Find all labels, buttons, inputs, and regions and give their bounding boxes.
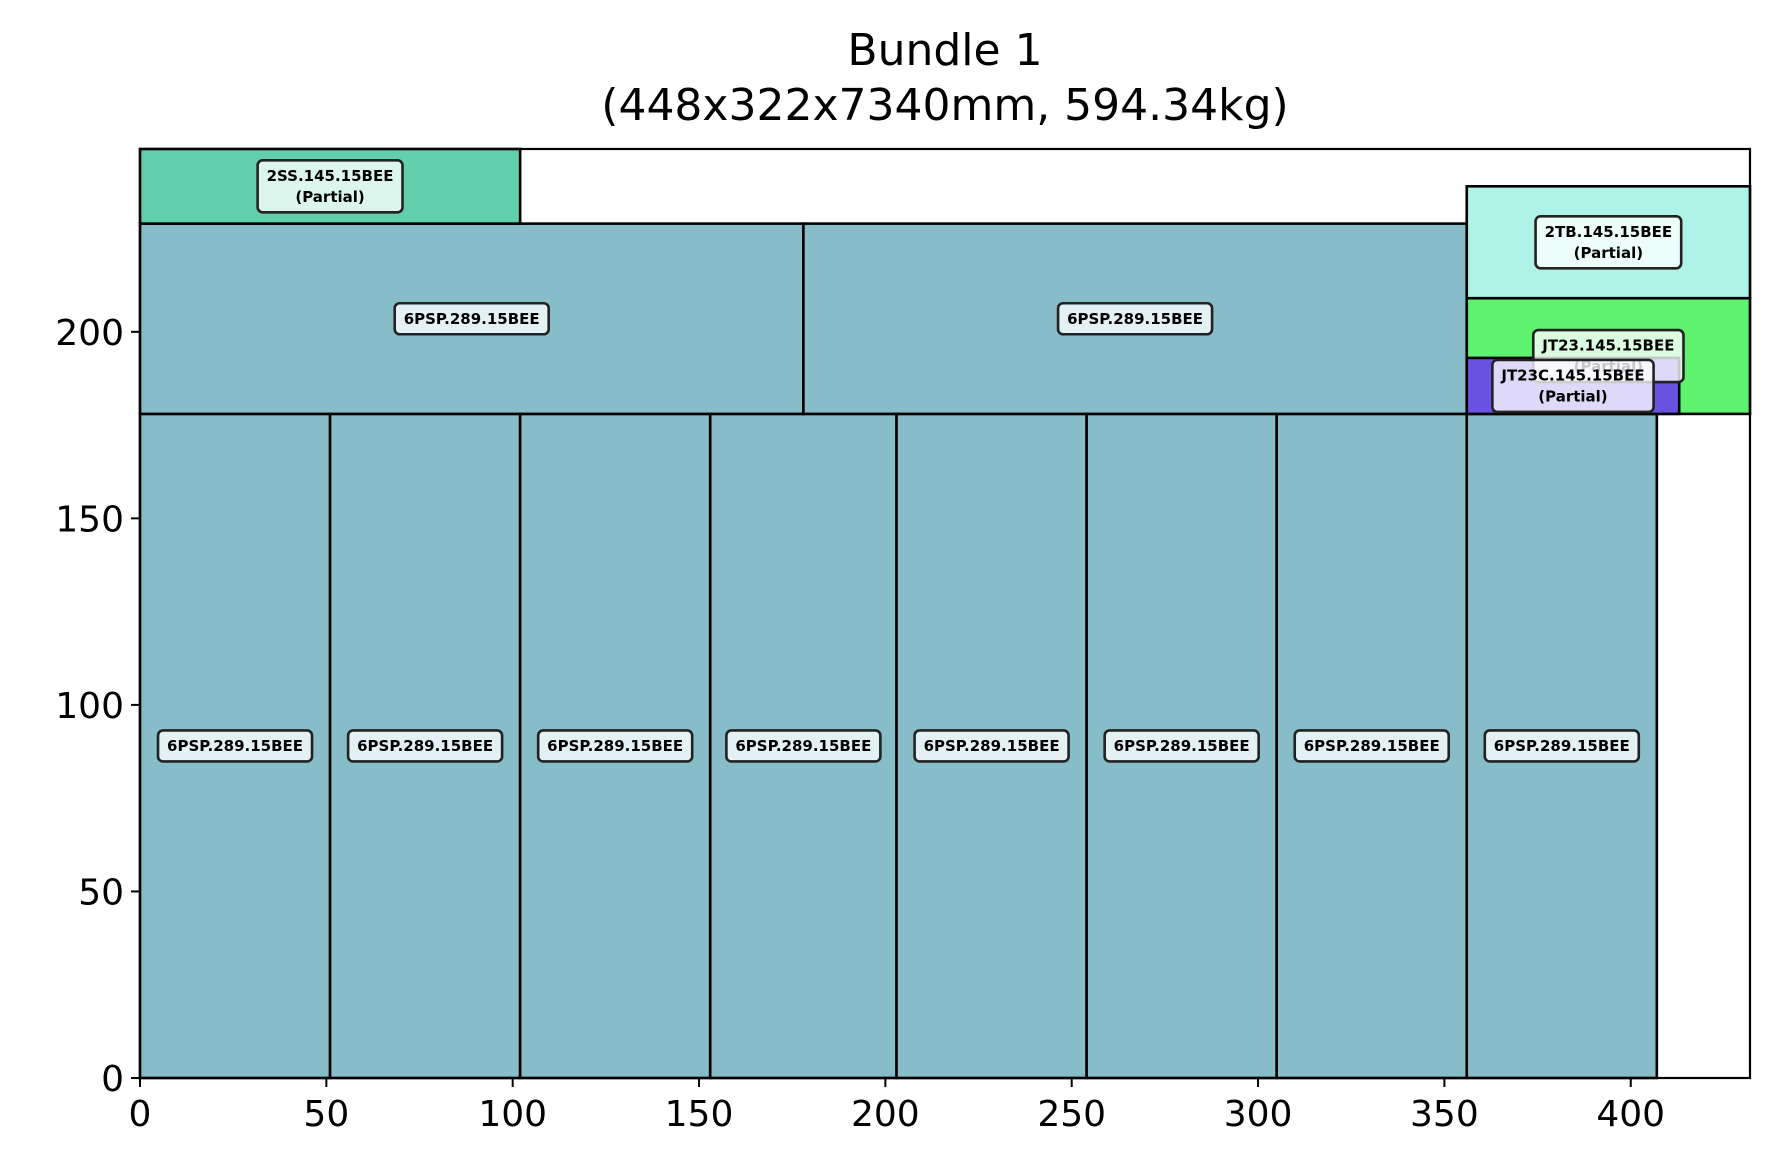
piece-label-box bbox=[1103, 729, 1260, 763]
piece-label-box bbox=[536, 729, 694, 763]
piece-label: 6PSP.289.15BEE bbox=[1103, 729, 1260, 763]
piece-label-text: 6PSP.289.15BEE bbox=[735, 737, 871, 755]
x-tick-label: 200 bbox=[851, 1094, 920, 1135]
piece-label-text: JT23C.145.15BEE bbox=[1500, 366, 1644, 384]
labels-layer: 6PSP.289.15BEE 6PSP.289.15BEE 6PSP.289.15B… bbox=[156, 159, 1685, 763]
piece-label-text: 6PSP.289.15BEE bbox=[547, 737, 683, 755]
plot-frame bbox=[138, 147, 1752, 1080]
piece-label-text: 6PSP.289.15BEE bbox=[1067, 310, 1203, 328]
x-tick-label: 350 bbox=[1410, 1094, 1479, 1135]
x-tick-label: 400 bbox=[1596, 1094, 1665, 1135]
piece-label: 6PSP.289.15BEE bbox=[1056, 301, 1214, 336]
piece-label-box bbox=[346, 729, 504, 763]
piece-label-box bbox=[913, 729, 1070, 763]
piece-label-box bbox=[725, 729, 882, 763]
piece-label-box bbox=[1056, 301, 1214, 336]
pieces-layer bbox=[138, 147, 1752, 1080]
piece-label-box bbox=[1491, 358, 1655, 414]
piece-label-box bbox=[156, 729, 314, 763]
piece-label-subtext: (Partial) bbox=[1574, 244, 1643, 262]
y-tick-label: 0 bbox=[101, 1059, 124, 1100]
piece-label-text: 6PSP.289.15BEE bbox=[167, 737, 303, 755]
piece-label-text: 2TB.145.15BEE bbox=[1545, 223, 1673, 241]
x-axis: 0 50 100 150 200 250 300 350 400 bbox=[129, 1078, 1665, 1135]
y-tick-label: 200 bbox=[55, 313, 124, 354]
piece-label: 2TB.145.15BEE (Partial) bbox=[1534, 214, 1683, 270]
piece-label: 6PSP.289.15BEE bbox=[725, 729, 882, 763]
y-tick-label: 100 bbox=[55, 686, 124, 727]
y-axis: 0 50 100 150 200 bbox=[55, 313, 140, 1100]
chart-title: Bundle 1 bbox=[847, 25, 1042, 76]
x-tick-label: 250 bbox=[1037, 1094, 1106, 1135]
piece-label-box bbox=[1293, 729, 1451, 763]
piece-label: 6PSP.289.15BEE bbox=[156, 729, 314, 763]
x-tick-label: 50 bbox=[303, 1094, 349, 1135]
piece-label: 6PSP.289.15BEE bbox=[536, 729, 694, 763]
piece-label: 6PSP.289.15BEE bbox=[913, 729, 1070, 763]
piece-label-box bbox=[393, 301, 550, 336]
chart-subtitle: (448x322x7340mm, 594.34kg) bbox=[601, 80, 1288, 131]
piece-label-subtext: (Partial) bbox=[295, 188, 364, 206]
piece-label-text: 6PSP.289.15BEE bbox=[1304, 737, 1440, 755]
piece-label: 6PSP.289.15BEE bbox=[1483, 729, 1641, 763]
y-tick-label: 150 bbox=[55, 499, 124, 540]
piece-label: JT23C.145.15BEE (Partial) bbox=[1491, 358, 1655, 414]
piece-label-text: 2SS.145.15BEE bbox=[267, 167, 394, 185]
piece-label-text: 6PSP.289.15BEE bbox=[924, 737, 1060, 755]
piece-label: 2SS.145.15BEE (Partial) bbox=[256, 159, 404, 214]
piece-label-box bbox=[1483, 729, 1641, 763]
x-tick-label: 100 bbox=[478, 1094, 547, 1135]
piece-label-text: 6PSP.289.15BEE bbox=[1114, 737, 1250, 755]
piece-label: 6PSP.289.15BEE bbox=[393, 301, 550, 336]
piece-label-text: JT23.145.15BEE bbox=[1541, 337, 1674, 355]
piece-label-subtext: (Partial) bbox=[1538, 387, 1607, 405]
piece-label-text: 6PSP.289.15BEE bbox=[357, 737, 493, 755]
y-tick-label: 50 bbox=[78, 872, 124, 913]
x-tick-label: 150 bbox=[665, 1094, 734, 1135]
x-tick-label: 0 bbox=[129, 1094, 152, 1135]
piece-label-text: 6PSP.289.15BEE bbox=[404, 310, 540, 328]
piece-label: 6PSP.289.15BEE bbox=[1293, 729, 1451, 763]
piece-label: 6PSP.289.15BEE bbox=[346, 729, 504, 763]
piece-label-box bbox=[1534, 214, 1683, 270]
piece-label-box bbox=[256, 159, 404, 214]
piece-label-text: 6PSP.289.15BEE bbox=[1494, 737, 1630, 755]
x-tick-label: 300 bbox=[1224, 1094, 1293, 1135]
